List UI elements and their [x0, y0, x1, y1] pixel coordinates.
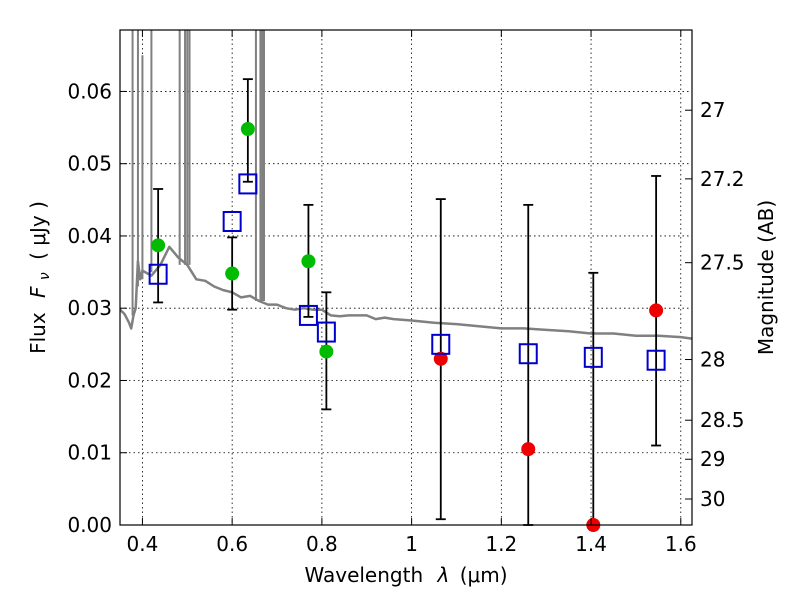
grid-lines [120, 30, 692, 526]
y-tick-label: 0.02 [67, 368, 112, 392]
y2-tick-label: 30 [700, 487, 725, 511]
y-tick-label: 0.04 [67, 224, 112, 248]
data-point [301, 254, 316, 269]
y-axis-label: Flux F ν ( μJy ) [26, 201, 54, 354]
y2-tick-label: 28 [700, 348, 725, 372]
model-point [518, 343, 538, 365]
x-tick-label: 0.4 [127, 532, 159, 556]
errorbars [153, 78, 662, 526]
data-point [240, 122, 255, 136]
y-tick-label: 0.06 [67, 79, 112, 103]
data-point [319, 344, 334, 359]
model-point [646, 349, 666, 371]
y2-tick-label: 27.5 [700, 251, 745, 275]
y-tick-label: 0.01 [67, 441, 112, 465]
x-tick-label: 1.4 [575, 532, 607, 556]
x-tick-label: 0.8 [306, 532, 338, 556]
data-point [649, 303, 664, 318]
data-layer [120, 30, 692, 340]
model-point [298, 304, 318, 326]
x-tick-label: 1.2 [485, 532, 517, 556]
data-point [433, 351, 448, 366]
data-point [225, 266, 240, 281]
x-axis-label: Wavelength λ (μm) [304, 563, 507, 587]
model-point [238, 173, 258, 195]
model-point [316, 321, 336, 343]
x-tick-label: 1.6 [665, 532, 697, 556]
y-tick-label: 0.00 [67, 513, 112, 537]
y-tick-label: 0.03 [67, 296, 112, 320]
data-point [521, 442, 536, 457]
model-point [583, 346, 603, 368]
x-tick-label: 0.6 [216, 532, 248, 556]
y2-tick-label: 27 [700, 98, 725, 122]
model-spectrum-line [120, 245, 692, 340]
y2-tick-label: 28.5 [700, 408, 745, 432]
axis-ticks: 0.4 0.6 0.8 1 1.2 1.4 1.6 0.00 0.01 0.02 0.03 0.04 0… [67, 30, 745, 556]
markers [148, 122, 666, 532]
model-point [148, 263, 168, 285]
y2-tick-label: 29 [700, 447, 725, 471]
data-point [151, 238, 166, 253]
plot-frame [119, 29, 693, 526]
x-tick-label: 1 [405, 532, 418, 556]
model-point [431, 333, 451, 355]
model-point [222, 210, 242, 232]
y2-tick-label: 27.2 [700, 167, 745, 191]
y2-axis-label: Magnitude (AB) [754, 200, 778, 355]
y-tick-label: 0.05 [67, 152, 112, 176]
